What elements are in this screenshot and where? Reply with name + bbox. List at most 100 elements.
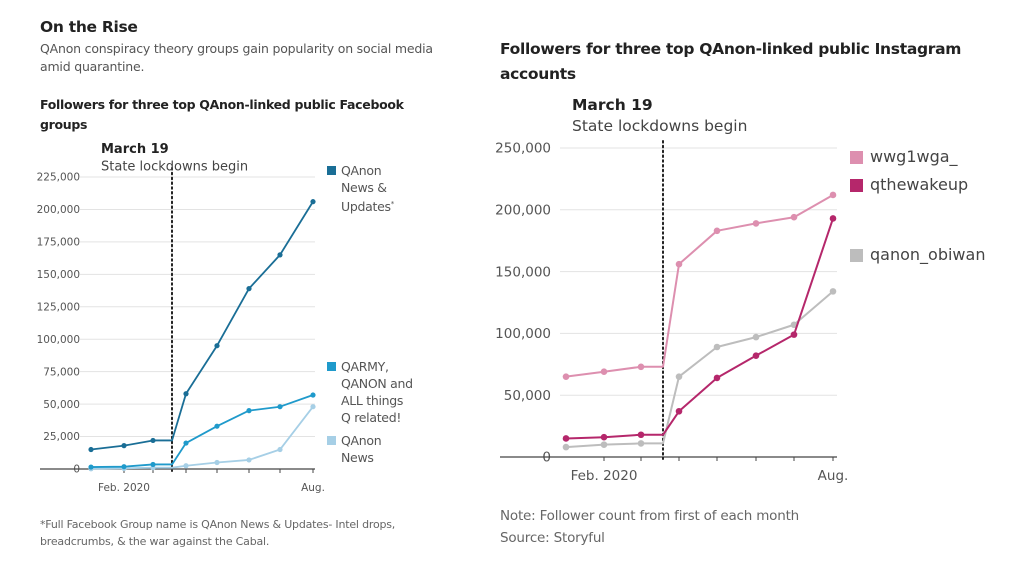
legend-swatch — [850, 179, 863, 192]
data-point — [637, 440, 645, 447]
data-point — [600, 441, 608, 448]
y-tick-label: 100,000 — [495, 326, 551, 342]
data-point — [713, 374, 721, 382]
data-point — [150, 461, 156, 468]
data-point — [829, 215, 837, 222]
source-note: Note: Follower count from first of each … — [500, 505, 799, 549]
legend-swatch — [850, 151, 863, 164]
data-point — [752, 352, 760, 359]
note-text: Note: Follower count from first of each … — [500, 508, 800, 524]
source-text: Source: Storyful — [500, 530, 605, 546]
x-tick-label: Feb. 2020 — [98, 482, 150, 494]
instagram-chart: 0 50,000 100,000 150,000 200,000 250,000 Feb. … — [495, 96, 848, 484]
data-point — [713, 227, 721, 235]
data-point — [88, 446, 94, 453]
series-line — [565, 194, 834, 378]
data-point — [562, 435, 570, 442]
legend-label: qthewakeup — [870, 175, 969, 194]
data-point — [675, 373, 683, 380]
series-line — [90, 406, 314, 470]
y-tick-label: 200,000 — [37, 204, 80, 216]
legend-item: QAnon News & Updates* — [327, 162, 394, 215]
data-point — [183, 440, 189, 446]
legend-swatch — [327, 362, 336, 371]
annotation-title: March 19 — [572, 96, 653, 114]
data-point — [675, 260, 683, 268]
series-line — [565, 218, 834, 440]
legend-label: QAnon News — [341, 433, 382, 465]
data-point — [790, 213, 798, 221]
data-point — [600, 433, 608, 441]
y-tick-label: 75,000 — [43, 366, 80, 378]
data-point — [562, 373, 570, 380]
x-tick-label: Aug. — [301, 482, 325, 494]
data-point — [790, 321, 798, 329]
data-point — [277, 446, 283, 453]
legend-swatch — [327, 166, 336, 175]
x-tick-label: Feb. 2020 — [571, 468, 638, 484]
data-point — [562, 443, 570, 451]
y-tick-label: 0 — [542, 450, 551, 466]
data-point — [246, 408, 252, 414]
data-point — [675, 407, 683, 415]
y-tick-label: 250,000 — [495, 141, 551, 157]
legend-item: qthewakeup — [850, 174, 968, 196]
data-point — [88, 464, 94, 470]
y-tick-label: 0 — [73, 464, 80, 476]
data-point — [183, 463, 189, 469]
page-subtitle: QAnon conspiracy theory groups gain popu… — [40, 41, 433, 74]
data-point — [214, 459, 220, 466]
series-line — [90, 201, 314, 451]
annotation-text: State lockdowns begin — [572, 117, 747, 135]
data-point — [214, 423, 220, 429]
y-tick-label: 200,000 — [495, 203, 551, 219]
facebook-chart: 0 25,000 50,000 75,000 100,000 125,000 150,000… — [37, 142, 325, 494]
page-title: On the Rise — [40, 18, 138, 36]
data-point — [637, 363, 645, 371]
data-point — [183, 391, 189, 397]
legend-label: qanon_obiwan — [870, 245, 986, 264]
annotation-text: State lockdowns begin — [101, 160, 248, 175]
data-point — [310, 404, 316, 410]
y-tick-label: 225,000 — [37, 172, 80, 184]
x-tick-label: Aug. — [818, 468, 849, 484]
y-tick-label: 50,000 — [504, 388, 551, 404]
data-point — [121, 443, 127, 449]
annotation-title: March 19 — [101, 142, 169, 157]
y-tick-label: 150,000 — [37, 269, 80, 281]
data-point — [121, 464, 127, 470]
legend-swatch — [327, 436, 336, 445]
y-tick-label: 100,000 — [37, 334, 80, 346]
legend-label: QAnon News & Updates* — [341, 163, 394, 215]
data-point — [246, 286, 252, 292]
data-point — [246, 457, 252, 463]
y-tick-label: 175,000 — [37, 237, 80, 249]
legend-label: wwg1wga_ — [870, 147, 958, 166]
data-point — [277, 252, 283, 258]
data-point — [829, 191, 837, 199]
data-point — [310, 392, 316, 398]
y-tick-label: 150,000 — [495, 264, 551, 280]
data-point — [790, 331, 798, 338]
legend-item: wwg1wga_ — [850, 146, 958, 168]
legend-label: QARMY, QANON and ALL things Q related! — [341, 359, 413, 425]
instagram-chart-title: Followers for three top QAnon-linked pub… — [500, 40, 962, 83]
legend-swatch — [850, 249, 863, 262]
legend-item: qanon_obiwan — [850, 244, 985, 266]
y-tick-label: 50,000 — [43, 399, 80, 411]
y-tick-label: 25,000 — [43, 431, 80, 443]
data-point — [829, 288, 837, 295]
data-point — [600, 368, 608, 376]
legend-item: QARMY, QANON and ALL things Q related! — [327, 358, 413, 426]
data-point — [752, 220, 760, 227]
data-point — [277, 404, 283, 410]
y-tick-label: 125,000 — [37, 301, 80, 313]
legend-item: QAnon News — [327, 432, 382, 466]
data-point — [214, 343, 220, 349]
data-point — [752, 333, 760, 341]
data-point — [310, 199, 316, 205]
data-point — [637, 431, 645, 439]
footnote: *Full Facebook Group name is QAnon News … — [40, 518, 396, 548]
facebook-chart-title: Followers for three top QAnon-linked pub… — [40, 97, 404, 132]
